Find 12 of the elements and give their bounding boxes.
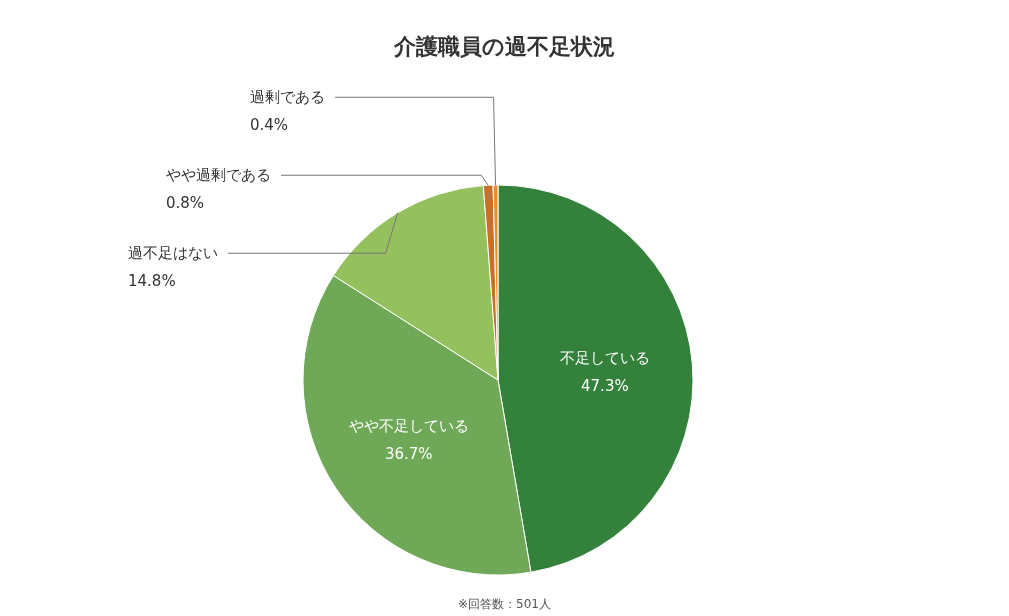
slice-label: 過剰である	[250, 88, 325, 107]
data-label: 0.8%	[166, 194, 205, 213]
slice-label: 過不足はない	[128, 244, 218, 263]
data-label: 0.4%	[250, 116, 289, 135]
data-label: 36.7%	[384, 445, 433, 464]
slice-label: やや過剰である	[166, 166, 271, 185]
text: ※回答数：501人	[458, 597, 551, 611]
chart-title: 介護職員の過不足状況	[393, 34, 615, 59]
data-label: 14.8%	[128, 272, 176, 291]
slice-label: 不足している	[559, 348, 650, 367]
data-label: 47.3%	[581, 376, 629, 395]
slice-label: やや不足している	[348, 417, 469, 436]
